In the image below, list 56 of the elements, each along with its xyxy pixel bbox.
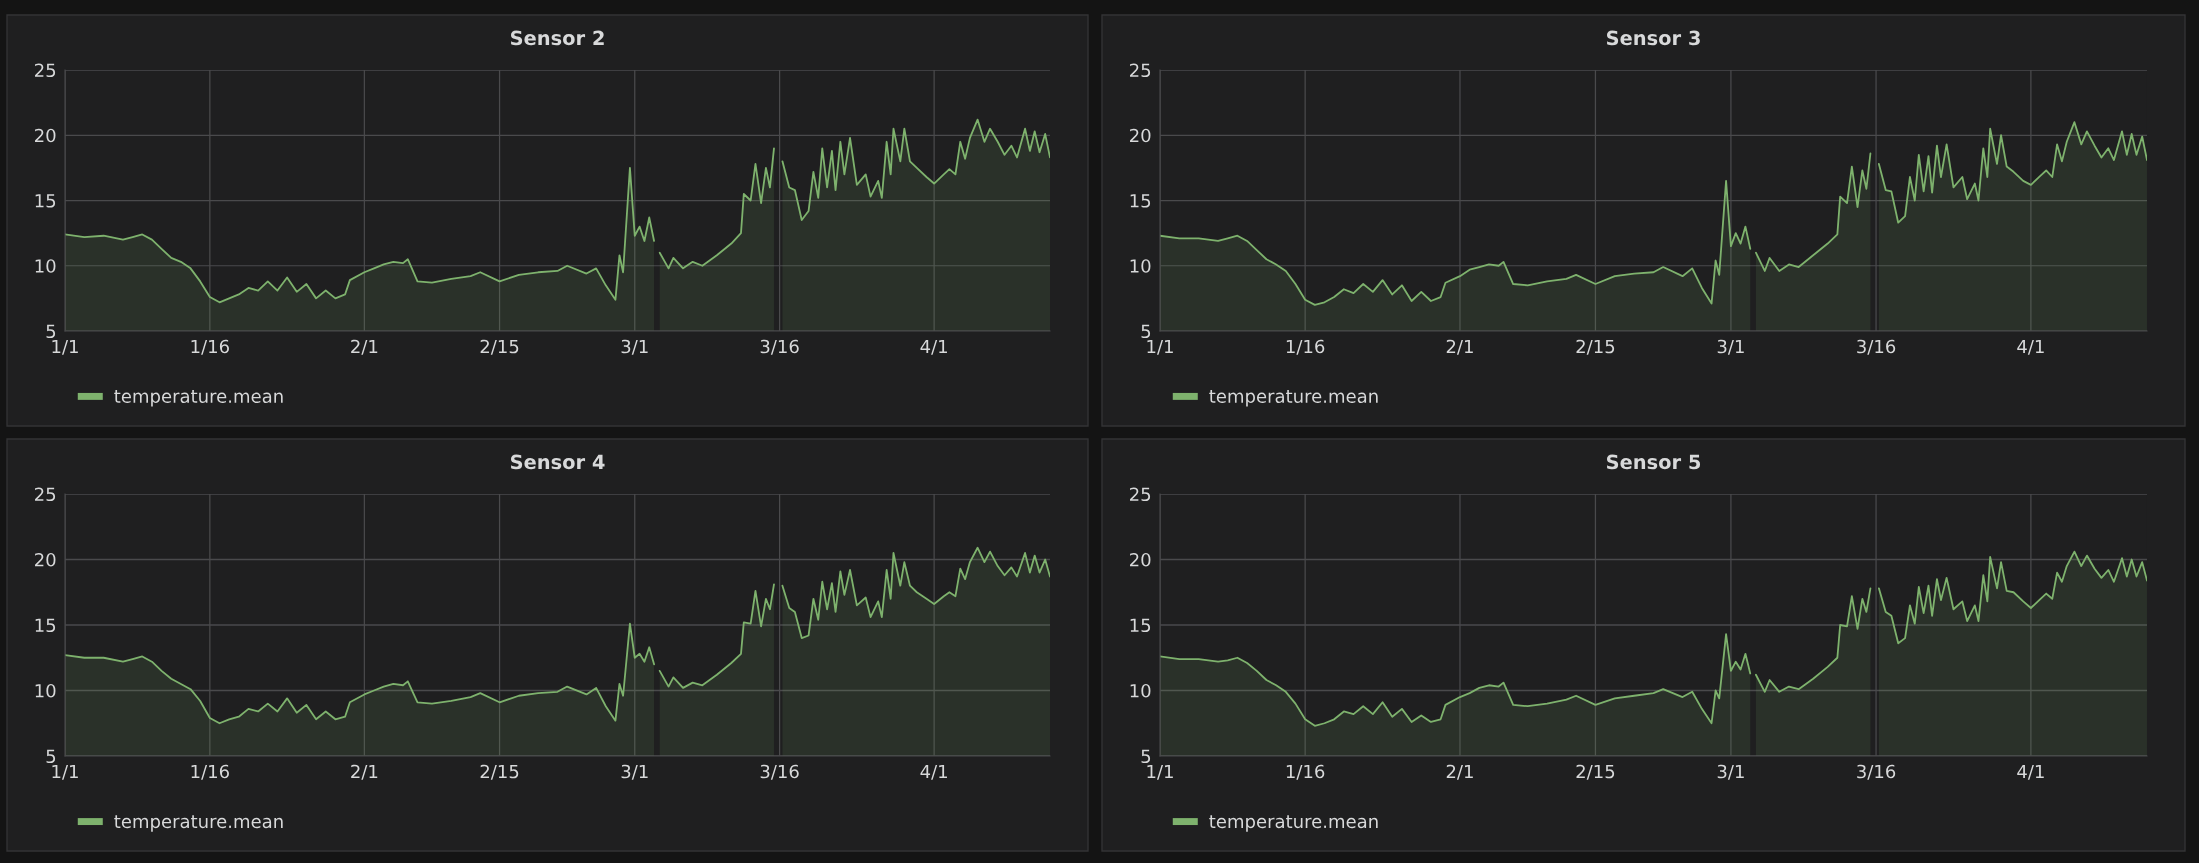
y-tick-label: 15 [1130,194,1151,208]
y-tick-label: 5 [46,324,56,339]
y-tick-label: 25 [1130,63,1151,78]
legend-label: temperature.mean [114,815,283,832]
x-tick-label: 1/16 [1286,764,1325,780]
x-tick-label: 1/16 [191,764,229,780]
x-tick-label: 2/15 [1576,339,1615,355]
x-tick-label: 1/1 [1147,339,1173,355]
y-tick-label: 20 [35,128,56,143]
x-tick-label: 1/16 [191,339,229,355]
x-tick-label: 3/1 [1717,764,1744,780]
y-tick-label: 15 [35,194,56,208]
chart-title: Sensor 3 [1606,30,1700,46]
legend-label: temperature.mean [114,390,283,407]
y-tick-label: 15 [1130,618,1151,633]
chart-title: Sensor 5 [1606,454,1701,470]
x-tick-label: 3/16 [760,764,799,780]
y-tick-label: 25 [35,63,56,78]
y-tick-label: 10 [1130,259,1151,273]
x-tick-label: 2/15 [480,339,519,355]
x-tick-label: 1/16 [1286,339,1325,355]
y-tick-label: 10 [35,259,56,273]
y-tick-label: 10 [35,683,56,698]
x-tick-label: 1/1 [52,339,78,355]
x-tick-label: 1/1 [1147,764,1173,780]
x-tick-label: 4/1 [2017,339,2044,355]
x-tick-label: 3/1 [621,339,648,355]
x-tick-label: 3/16 [1857,339,1896,355]
y-tick-label: 10 [1130,683,1151,698]
x-tick-label: 2/1 [351,764,378,780]
x-tick-label: 4/1 [920,339,947,355]
y-tick-label: 15 [35,618,56,633]
x-tick-label: 4/1 [920,764,947,780]
y-tick-label: 25 [1130,487,1151,502]
y-tick-label: 5 [46,749,56,764]
x-tick-label: 2/1 [1446,764,1473,780]
y-tick-label: 5 [1141,749,1151,764]
x-tick-label: 2/1 [1446,339,1473,355]
x-tick-label: 1/1 [52,764,78,780]
legend-label: temperature.mean [1209,390,1378,407]
y-tick-label: 20 [1130,128,1151,143]
x-tick-label: 2/15 [1576,764,1615,780]
x-tick-label: 3/1 [1717,339,1744,355]
y-tick-label: 25 [35,487,56,502]
y-tick-label: 5 [1141,324,1151,339]
x-tick-label: 3/16 [760,339,799,355]
chart-title: Sensor 4 [510,454,605,470]
y-tick-label: 20 [1130,552,1151,567]
x-tick-label: 2/1 [351,339,378,355]
legend-label: temperature.mean [1209,815,1378,832]
x-tick-label: 4/1 [2017,764,2044,780]
x-tick-label: 2/15 [480,764,519,780]
chart-title: Sensor 2 [510,30,604,46]
x-tick-label: 3/1 [621,764,648,780]
x-tick-label: 3/16 [1857,764,1896,780]
y-tick-label: 20 [35,552,56,567]
